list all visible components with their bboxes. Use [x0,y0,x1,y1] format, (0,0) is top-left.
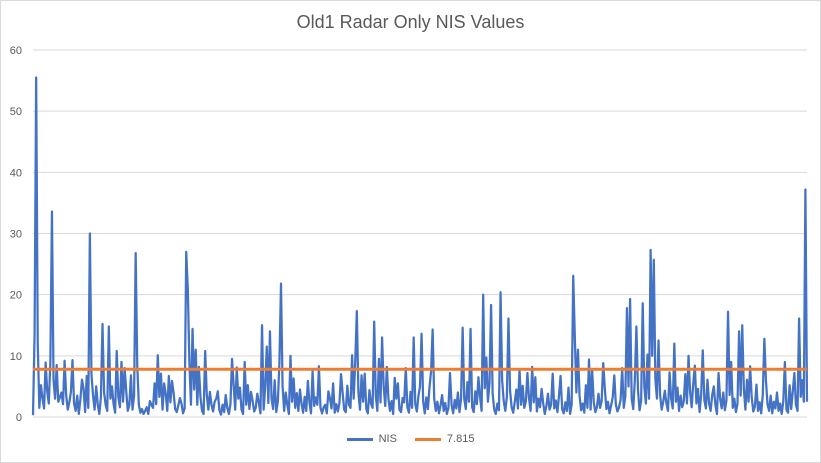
y-tick-label: 10 [10,351,22,363]
y-tick-label: 50 [10,106,22,118]
chart-title: Old1 Radar Only NIS Values [296,12,525,32]
legend-item-nis[interactable]: NIS [346,433,397,445]
y-tick-label: 30 [10,229,22,241]
legend-swatch-nis [346,437,373,441]
series-line-nis[interactable] [31,76,809,416]
series-nis [31,76,809,416]
legend-swatch-threshold [414,437,441,441]
y-tick-label: 20 [10,290,22,302]
y-tick-label: 0 [16,412,22,424]
gridlines [33,49,807,418]
legend: NIS 7.815 [0,433,821,445]
legend-label-threshold: 7.815 [446,433,475,445]
legend-item-threshold[interactable]: 7.815 [414,433,475,445]
y-tick-label: 60 [10,45,22,57]
y-axis-tick-labels: 0 10 20 30 40 50 60 [10,45,22,424]
legend-label-nis: NIS [378,433,397,445]
y-tick-label: 40 [10,167,22,179]
